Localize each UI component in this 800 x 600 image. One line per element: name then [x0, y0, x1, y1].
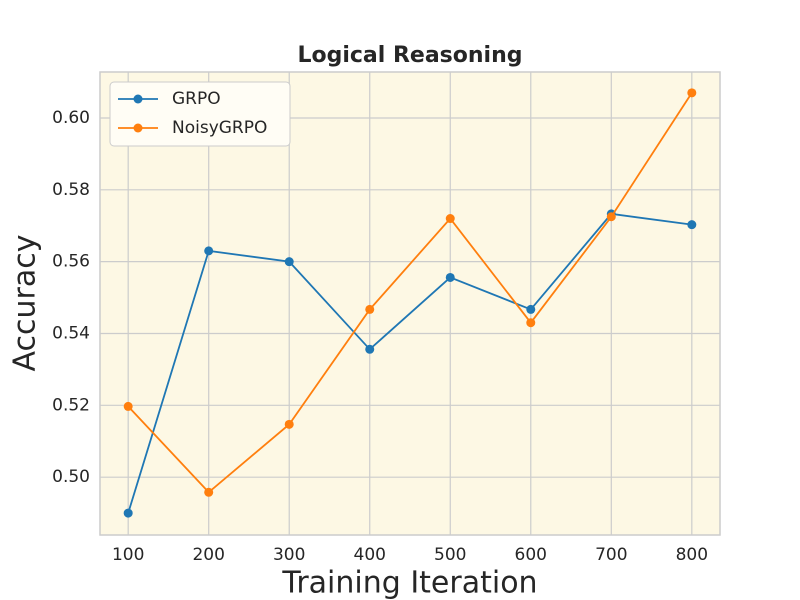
plot-border [99, 71, 721, 536]
plot-background [100, 72, 720, 535]
legend-label: NoisyGRPO [172, 118, 267, 138]
data-point [284, 419, 294, 429]
data-point [606, 212, 616, 222]
data-point [687, 220, 697, 230]
x-tick-label: 600 [515, 545, 547, 565]
x-tick-label: 700 [595, 545, 627, 565]
y-tick-label: 0.50 [52, 467, 90, 487]
data-point [365, 344, 375, 354]
y-tick-label: 0.54 [52, 323, 90, 343]
series-line [127, 92, 693, 494]
y-tick-label: 0.56 [52, 252, 90, 272]
legend-marker [133, 123, 143, 133]
legend-box [109, 81, 291, 147]
x-tick-label: 500 [434, 545, 466, 565]
data-point [445, 272, 455, 282]
data-point [284, 257, 294, 267]
x-tick-label: 300 [273, 545, 305, 565]
y-tick-label: 0.52 [52, 395, 90, 415]
data-point [123, 508, 133, 518]
data-point [687, 88, 697, 98]
data-point [123, 401, 133, 411]
legend-marker [133, 94, 143, 104]
chart-title: Logical Reasoning [297, 43, 522, 68]
y-tick-label: 0.60 [52, 108, 90, 128]
x-axis-label: Training Iteration [281, 566, 537, 600]
x-tick-label: 100 [112, 545, 144, 565]
data-point [365, 304, 375, 314]
data-point [204, 487, 214, 497]
legend: GRPO NoisyGRPO [109, 81, 291, 147]
data-point [526, 304, 536, 314]
data-point [526, 318, 536, 328]
y-axis-label: Accuracy [8, 235, 43, 372]
x-tick-label: 200 [192, 545, 224, 565]
x-tick-label: 400 [354, 545, 386, 565]
data-point [204, 246, 214, 256]
x-tick-label: 800 [676, 545, 708, 565]
data-point [445, 214, 455, 224]
series-line [127, 212, 692, 514]
legend-label: GRPO [172, 89, 221, 109]
y-tick-label: 0.58 [52, 180, 90, 200]
